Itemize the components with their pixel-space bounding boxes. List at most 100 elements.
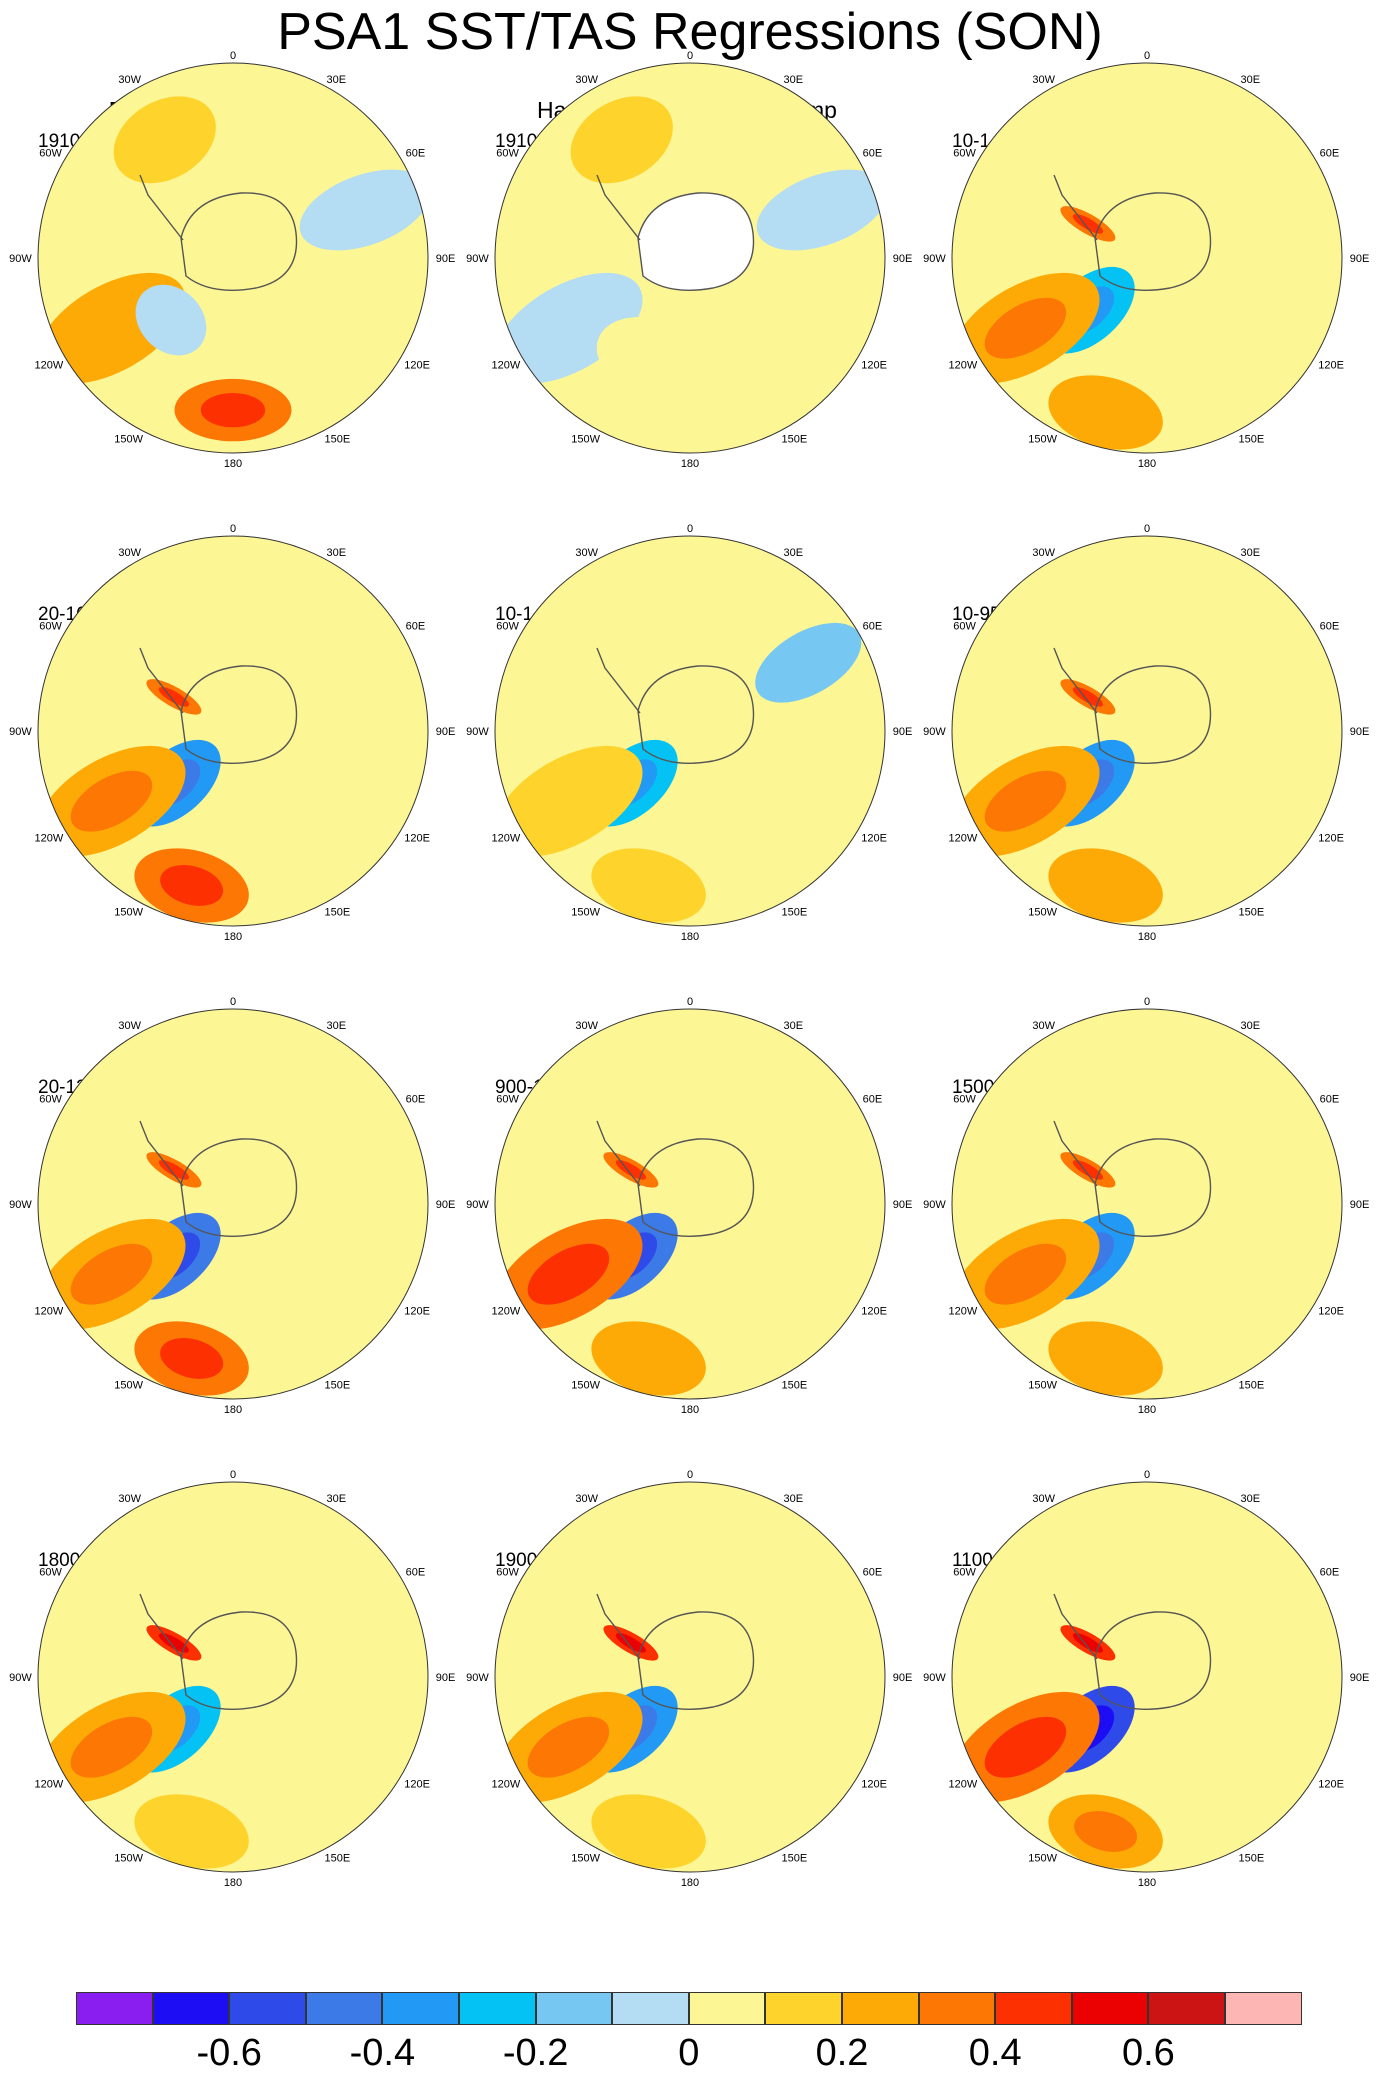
longitude-label: 90E [1350,726,1370,738]
longitude-label: 60E [1320,148,1340,160]
map-boundary [37,1481,429,1873]
anomaly-core [527,1243,610,1305]
longitude-label: 0 [687,50,693,62]
antarctica-coastline [637,192,755,291]
longitude-label: 0 [1144,523,1150,535]
longitude-label: 90W [9,1672,32,1684]
longitude-label: 60W [953,1567,976,1579]
longitude-label: 90E [893,1672,913,1684]
anomaly-region [756,169,885,251]
longitude-label: 0 [230,996,236,1008]
anomaly-core [200,392,266,428]
longitude-label: 60W [953,621,976,633]
anomaly-region [570,96,673,184]
longitude-label: 90W [923,253,946,265]
longitude-label: 90E [1350,253,1370,265]
longitude-label: 120W [35,832,64,844]
longitude-label: 180 [224,1404,242,1416]
anomaly-region [596,317,710,401]
anomaly-core [984,1243,1067,1305]
longitude-label: 180 [681,458,699,470]
longitude-label: 150E [324,1853,350,1865]
longitude-label: 120E [404,1778,430,1790]
longitude-label: 150W [114,1380,143,1392]
map-boundary [951,62,1343,454]
longitude-label: 90W [923,726,946,738]
longitude-label: 120W [492,832,521,844]
longitude-label: 90W [9,1199,32,1211]
polar-map: 0 30E 60E 90E 120E 150E 180 150W 120W 90W 60W 30W [466,523,912,943]
antarctica-coastline [180,1611,298,1710]
longitude-label: 60E [863,1567,883,1579]
longitude-label: 30W [575,547,598,559]
polar-map: 0 30E 60E 90E 120E 150E 180 150W 120W 90W 60W 30W [9,523,456,943]
polar-map: 0 30E 60E 90E 120E 150E 180 150W 120W 90W 60W 30W [9,50,455,470]
longitude-label: 0 [1144,50,1150,62]
map-boundary [951,535,1343,927]
longitude-label: 180 [1138,1404,1156,1416]
longitude-label: 90W [466,253,489,265]
field-background [495,1482,885,1872]
longitude-label: 120W [949,1778,978,1790]
longitude-label: 30E [327,547,347,559]
longitude-label: 30W [575,74,598,86]
longitude-label: 120E [1318,1305,1344,1317]
longitude-label: 120W [35,1778,64,1790]
longitude-label: 180 [224,458,242,470]
longitude-label: 30E [784,74,804,86]
longitude-label: 150W [114,1853,143,1865]
longitude-label: 150E [1238,907,1264,919]
field-background [952,1482,1342,1872]
anomaly-region [1048,1321,1163,1396]
polar-map: 0 30E 60E 90E 120E 150E 180 150W 120W 90W 60W 30W [466,1469,913,1889]
longitude-label: 60E [406,1567,426,1579]
longitude-label: 120E [1318,359,1344,371]
longitude-label: 30E [1241,547,1261,559]
anomaly-core [527,1716,610,1778]
longitude-label: 0 [230,523,236,535]
anomaly-region [591,1794,706,1869]
longitude-label: 120W [35,359,64,371]
longitude-label: 150E [781,1853,807,1865]
longitude-label: 120E [861,1778,887,1790]
map-panel: LENS 1500-16241500-1624030E60E90E120E150… [914,996,1374,1511]
anomaly-region [755,622,862,703]
longitude-label: 180 [224,931,242,943]
map-boundary [494,62,886,454]
anomaly-region [113,96,216,184]
figure-title: PSA1 SST/TAS Regressions (SON) [277,3,1103,61]
map-panel: CESM2.0 CTL 19420-168030E60E90E120E150E1… [0,523,460,1038]
longitude-label: 30E [327,1493,347,1505]
longitude-label: 180 [1138,931,1156,943]
longitude-label: 180 [1138,1877,1156,1889]
polar-map: 0 30E 60E 90E 120E 150E 180 150W 120W 90W 60W 30W [9,996,455,1416]
longitude-label: 60W [39,1567,62,1579]
longitude-label: 60E [406,148,426,160]
longitude-label: 30W [1032,1493,1055,1505]
longitude-label: 60W [496,148,519,160]
longitude-label: 150W [571,1380,600,1392]
antarctica-coastline [1094,1611,1212,1710]
longitude-label: 0 [1144,996,1150,1008]
longitude-label: 150E [781,1380,807,1392]
longitude-label: 90W [466,1672,489,1684]
longitude-label: 120E [1318,832,1344,844]
longitude-label: 0 [1144,1469,1150,1481]
longitude-label: 60W [39,1094,62,1106]
antarctica-coastline [180,1138,298,1237]
longitude-label: 0 [687,996,693,1008]
longitude-label: 150W [571,1853,600,1865]
longitude-label: 90E [1350,1672,1370,1684]
longitude-label: 60E [863,1094,883,1106]
peninsula-coastline [1053,1120,1098,1187]
longitude-label: 150E [324,907,350,919]
longitude-label: 90E [436,726,456,738]
anomaly-region [495,745,643,857]
longitude-label: 150W [114,434,143,446]
antarctica-coastline [1094,1138,1212,1237]
anomaly-region [591,848,706,923]
map-boundary [494,1008,886,1400]
longitude-label: 120W [949,832,978,844]
longitude-label: 60E [863,148,883,160]
